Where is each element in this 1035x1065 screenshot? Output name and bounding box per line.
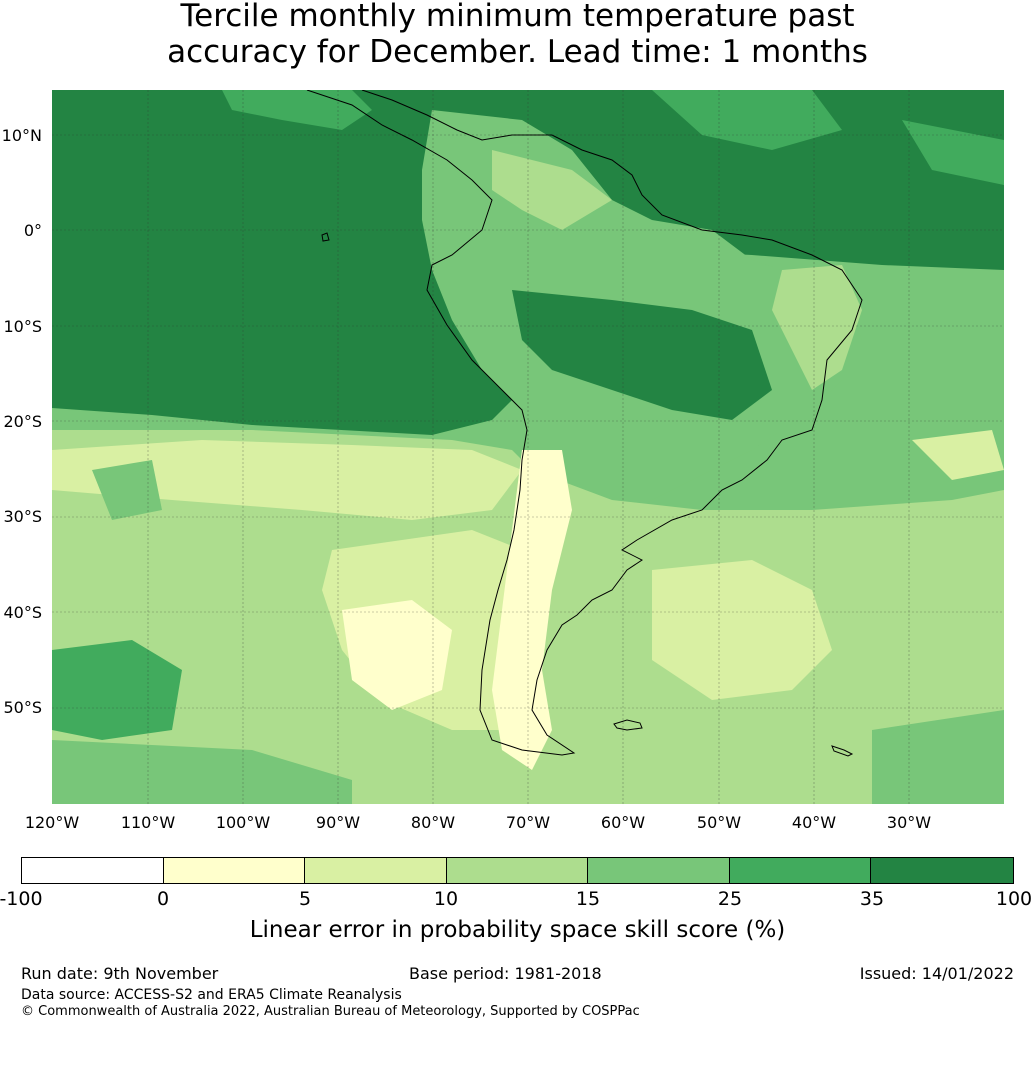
colorbar — [21, 857, 1014, 884]
skill-zone-mid-north-1 — [222, 90, 372, 130]
colorbar-segment-1 — [22, 858, 164, 883]
south-america-coastline — [306, 90, 863, 756]
skill-zone-patch-2 — [912, 430, 1004, 480]
lon-label-80w: 80°W — [410, 813, 456, 832]
lat-label-20s: 20°S — [3, 412, 42, 431]
colorbar-tick-label: 100 — [995, 888, 1033, 910]
lat-label-0: 0° — [23, 221, 42, 240]
colorbar-tick-label: 5 — [298, 888, 312, 910]
skill-zone-continent-4 — [512, 290, 772, 420]
skill-zone-south-mid-1 — [52, 640, 182, 740]
lon-label-90w: 90°W — [315, 813, 361, 832]
skill-zone-south-mid-2 — [872, 710, 1004, 804]
skill-score-map — [52, 90, 1004, 804]
lon-label-60w: 60°W — [600, 813, 646, 832]
lat-label-40s: 40°S — [3, 603, 42, 622]
south-georgia-island — [831, 745, 854, 757]
skill-zone-continent-3 — [772, 265, 862, 390]
data-source: Data source: ACCESS-S2 and ERA5 Climate … — [21, 987, 402, 1003]
skill-zone-patch-1 — [92, 460, 162, 520]
run-date: Run date: 9th November — [21, 964, 219, 983]
skill-zone-mid-north-2 — [652, 90, 842, 150]
lat-label-30s: 30°S — [3, 507, 42, 526]
colorbar-segment-5 — [588, 858, 730, 883]
colorbar-tick-label: 35 — [859, 888, 885, 910]
colorbar-tick-label: -100 — [0, 888, 43, 910]
colorbar-segment-4 — [446, 858, 589, 883]
skill-zone-south-lowest-3 — [652, 560, 832, 700]
issued-date: Issued: 14/01/2022 — [859, 964, 1014, 983]
colorbar-tick-label: 15 — [575, 888, 601, 910]
lat-label-10n: 10°N — [1, 126, 42, 145]
colorbar-tick-label: 0 — [156, 888, 170, 910]
lon-label-70w: 70°W — [505, 813, 551, 832]
skill-zone-continent-2 — [492, 150, 612, 230]
skill-zone-south-lowest-1 — [52, 440, 522, 520]
galapagos-islands — [321, 232, 330, 242]
skill-zone-andes-pale — [492, 450, 572, 770]
base-period: Base period: 1981-2018 — [409, 964, 602, 983]
colorbar-label: Linear error in probability space skill … — [249, 917, 786, 943]
colorbar-segment-2 — [163, 858, 306, 883]
map-gridlines — [52, 90, 1004, 804]
chart-title-line-1: Tercile monthly minimum temperature past — [180, 0, 855, 34]
copyright: © Commonwealth of Australia 2022, Austra… — [21, 1004, 640, 1019]
skill-zone-south-mid-3 — [52, 740, 352, 804]
colorbar-tick-label: 10 — [433, 888, 459, 910]
lat-label-50s: 50°S — [3, 698, 42, 717]
lon-label-50w: 50°W — [696, 813, 742, 832]
lat-label-10s: 10°S — [3, 317, 42, 336]
lon-label-100w: 100°W — [215, 813, 271, 832]
lon-label-40w: 40°W — [791, 813, 837, 832]
colorbar-segment-6 — [729, 858, 872, 883]
skill-zone-mid-north-3 — [902, 120, 1004, 185]
skill-zone-patagonia-pale — [342, 600, 452, 710]
colorbar-tick-label: 25 — [717, 888, 743, 910]
colorbar-segment-7 — [871, 858, 1013, 883]
colorbar-segment-3 — [305, 858, 447, 883]
falklands-islands — [613, 719, 643, 731]
lon-label-30w: 30°W — [886, 813, 932, 832]
lon-label-120w: 120°W — [24, 813, 80, 832]
lon-label-110w: 110°W — [120, 813, 176, 832]
chart-title-line-2: accuracy for December. Lead time: 1 mont… — [167, 34, 868, 70]
